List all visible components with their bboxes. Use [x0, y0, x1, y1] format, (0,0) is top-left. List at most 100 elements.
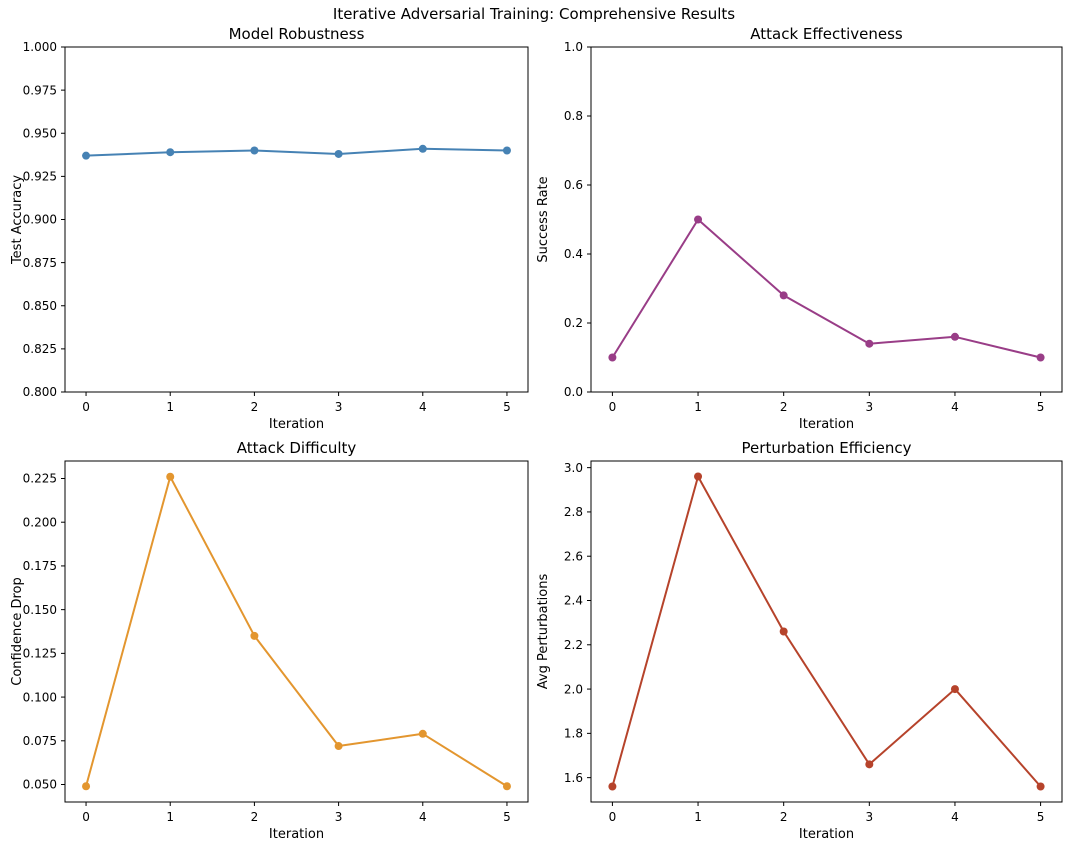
data-point-marker [334, 742, 343, 751]
x-tick-label: 0 [82, 400, 90, 414]
y-tick-label: 1.6 [564, 771, 583, 785]
data-point-marker [608, 353, 617, 362]
data-point-marker [779, 627, 788, 636]
x-tick-label: 2 [251, 400, 259, 414]
data-point-marker [418, 729, 427, 738]
y-tick-label: 3.0 [564, 461, 583, 475]
data-point-marker [166, 148, 175, 157]
y-tick-label: 1.8 [564, 727, 583, 741]
y-tick-label: 0.800 [23, 385, 57, 399]
data-point-marker [694, 472, 703, 481]
y-tick-label: 0.950 [23, 126, 57, 140]
y-axis-label: Confidence Drop [10, 577, 25, 686]
chart-title-attack-difficulty: Attack Difficulty [236, 439, 357, 457]
subplot-model-robustness: Model Robustness 0 1 2 3 4 5 0.800 0.825 0.850 0.… [0, 0, 534, 434]
y-tick-label: 1.0 [564, 40, 583, 54]
x-tick-label: 0 [609, 400, 617, 414]
x-tick-label: 4 [951, 810, 959, 824]
y-tick-label: 0.175 [23, 559, 57, 573]
y-tick-label: 2.0 [564, 682, 583, 696]
data-point-marker [502, 146, 511, 155]
line-series [85, 147, 508, 157]
data-point-marker [250, 146, 259, 155]
x-tick-label: 1 [694, 400, 702, 414]
x-tick-label: 5 [503, 810, 511, 824]
x-tick-label: 0 [609, 810, 617, 824]
chart-title-model-robustness: Model Robustness [228, 25, 365, 43]
y-tick-label: 2.8 [564, 505, 583, 519]
y-tick-label: 0.925 [23, 170, 57, 184]
data-point-marker [694, 215, 703, 224]
x-tick-label: 5 [1037, 400, 1045, 414]
attack-effectiveness-chart: 0 1 2 3 4 5 0.0 0.2 0.4 0.6 0.8 1.0 Iteration Success… [536, 40, 1063, 432]
y-tick-label: 0.825 [23, 342, 57, 356]
plot-frame [64, 460, 529, 803]
x-tick-label: 3 [335, 400, 343, 414]
y-tick-label: 0.225 [23, 472, 57, 486]
x-tick-label: 5 [503, 400, 511, 414]
data-point-marker [950, 685, 959, 694]
y-tick-label: 0.125 [23, 647, 57, 661]
figure-suptitle: Iterative Adversarial Training: Comprehe… [332, 5, 736, 23]
data-point-marker [1036, 782, 1045, 791]
subplot-attack-effectiveness: Attack Effectiveness 0 1 2 3 4 5 0.0 0.2 0.4 0.6 0… [534, 0, 1068, 434]
data-point-marker [418, 144, 427, 153]
plot-frame [590, 460, 1063, 803]
x-tick-label: 2 [780, 810, 788, 824]
y-tick-label: 2.4 [564, 594, 583, 608]
line-series [611, 475, 1042, 788]
y-tick-label: 0.100 [23, 690, 57, 704]
y-tick-label: 0.850 [23, 299, 57, 313]
data-point-marker [82, 782, 91, 791]
y-axis-label: Avg Perturbations [536, 574, 551, 690]
model-robustness-chart: 0 1 2 3 4 5 0.800 0.825 0.850 0.875 0.900 0.925 0.95… [10, 40, 529, 432]
data-point-marker [166, 472, 175, 481]
plot-frame [590, 46, 1063, 393]
x-tick-label: 3 [335, 810, 343, 824]
y-tick-label: 1.000 [23, 40, 57, 54]
data-point-marker [82, 151, 91, 160]
x-tick-label: 2 [251, 810, 259, 824]
x-tick-label: 3 [865, 810, 873, 824]
y-tick-label: 0.8 [564, 109, 583, 123]
x-tick-label: 0 [82, 810, 90, 824]
x-tick-label: 1 [694, 810, 702, 824]
y-tick-label: 0.4 [564, 247, 583, 261]
subplot-attack-difficulty: Attack Difficulty 0 1 2 3 4 5 0.050 0.075 0.100 0… [0, 414, 534, 848]
x-axis-label: Iteration [799, 417, 854, 432]
x-axis-label: Iteration [799, 827, 854, 842]
y-tick-label: 0.075 [23, 734, 57, 748]
chart-title-attack-effectiveness: Attack Effectiveness [750, 25, 903, 43]
data-point-marker [779, 291, 788, 300]
y-tick-label: 0.900 [23, 213, 57, 227]
y-tick-label: 0.6 [564, 178, 583, 192]
y-tick-label: 0.975 [23, 83, 57, 97]
x-tick-label: 2 [780, 400, 788, 414]
y-tick-label: 0.0 [564, 385, 583, 399]
y-tick-label: 2.2 [564, 638, 583, 652]
chart-title-perturbation-efficiency: Perturbation Efficiency [741, 439, 912, 457]
subplot-perturbation-efficiency: Perturbation Efficiency 0 1 2 3 4 5 1.6 1.8 2.0 2… [534, 414, 1068, 848]
y-tick-label: 0.2 [564, 316, 583, 330]
y-tick-label: 0.200 [23, 515, 57, 529]
data-point-marker [334, 149, 343, 158]
plot-frame [64, 46, 529, 393]
x-tick-label: 5 [1037, 810, 1045, 824]
x-tick-label: 1 [166, 400, 174, 414]
x-tick-label: 4 [419, 400, 427, 414]
data-point-marker [1036, 353, 1045, 362]
perturbation-efficiency-chart: 0 1 2 3 4 5 1.6 1.8 2.0 2.2 2.4 2.6 2.8 3.0 Iteration A… [536, 460, 1063, 842]
data-point-marker [608, 782, 617, 791]
x-axis-label: Iteration [269, 417, 324, 432]
data-point-marker [250, 631, 259, 640]
y-tick-label: 2.6 [564, 549, 583, 563]
y-tick-label: 0.875 [23, 256, 57, 270]
line-series [85, 475, 508, 788]
x-tick-label: 1 [166, 810, 174, 824]
x-axis-label: Iteration [269, 827, 324, 842]
y-tick-label: 0.150 [23, 603, 57, 617]
y-axis-label: Success Rate [536, 176, 551, 262]
y-axis-label: Test Accuracy [10, 175, 25, 265]
data-point-marker [950, 332, 959, 341]
